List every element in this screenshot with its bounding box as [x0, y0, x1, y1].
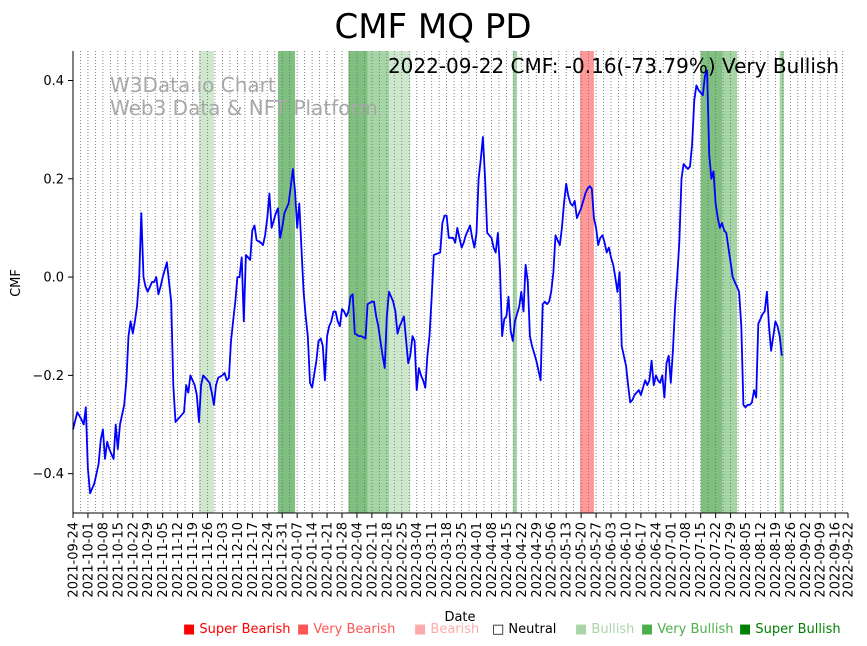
x-tick-label: 2022-04-08 [485, 522, 500, 598]
axes [72, 51, 848, 514]
x-tick-label: 2022-08-19 [769, 522, 784, 598]
x-tick-label: 2022-07-08 [679, 522, 694, 598]
x-tick-label: 2021-10-01 [81, 522, 96, 598]
x-tick-label: 2021-12-03 [216, 522, 231, 598]
legend-item: ■ Super Bearish [183, 622, 291, 637]
x-tick-label: 2022-07-01 [664, 522, 679, 598]
legend-item: ■ Very Bearish [297, 622, 395, 637]
y-axis-label: CMF [9, 269, 24, 297]
x-tick-label: 2022-02-18 [380, 522, 395, 598]
band-bearish [580, 51, 594, 513]
x-tick-label: 2022-08-26 [784, 522, 799, 598]
y-tick-label: 0.2 [43, 172, 64, 187]
legend-item: ■ Bearish [414, 622, 479, 637]
x-tick-label: 2021-12-24 [261, 522, 276, 598]
x-tick-label: 2022-01-07 [291, 522, 306, 598]
x-tick-label: 2021-10-08 [96, 522, 111, 598]
x-ticks: 2021-09-24 2021-10-01 2021-10-08 2021-10-15… [67, 513, 857, 598]
x-tick-label: 2022-06-03 [605, 522, 620, 598]
x-tick-label: 2021-09-24 [67, 522, 82, 598]
band-bullish [390, 51, 411, 513]
x-tick-label: 2022-05-27 [590, 522, 605, 598]
legend-item: ■ Super Bullish [739, 622, 841, 637]
x-tick-label: 2022-09-02 [799, 522, 814, 598]
x-tick-label: 2022-07-29 [724, 522, 739, 598]
x-tick-label: 2021-10-15 [111, 522, 126, 598]
x-tick-label: 2022-02-25 [395, 522, 410, 598]
x-tick-label: 2021-11-12 [171, 522, 186, 598]
x-tick-label: 2022-03-04 [410, 522, 425, 598]
x-tick-label: 2022-02-04 [351, 522, 366, 598]
x-tick-label: 2022-04-15 [500, 522, 515, 598]
x-tick-label: 2022-01-14 [306, 522, 321, 598]
watermark-line-2: Web3 Data & NFT Platform [110, 96, 378, 120]
band-very_bullish [277, 51, 296, 513]
x-tick-label: 2022-07-15 [694, 522, 709, 598]
legend-item: ■ Bullish [575, 622, 634, 637]
x-tick-label: 2022-08-05 [739, 522, 754, 598]
x-axis-label: Date [444, 610, 475, 625]
x-tick-label: 2022-05-13 [560, 522, 575, 598]
x-tick-label: 2021-10-22 [126, 522, 141, 598]
band-very_bullish [722, 51, 737, 513]
latest-value-annotation: 2022-09-22 CMF: -0.16(-73.79%) Very Bull… [388, 54, 839, 78]
watermark: W3Data.io Chart Web3 Data & NFT Platform [110, 73, 378, 120]
x-tick-label: 2022-01-21 [321, 522, 336, 598]
x-tick-label: 2021-11-26 [201, 522, 216, 598]
x-tick-label: 2022-03-25 [455, 522, 470, 598]
signal-bands [198, 51, 784, 513]
y-ticks: −0.4 −0.2 0.0 0.2 0.4 [32, 74, 73, 482]
x-tick-label: 2022-07-22 [709, 522, 724, 598]
x-tick-label: 2022-03-11 [425, 522, 440, 598]
cmf-series-line [72, 69, 783, 495]
x-tick-label: 2022-05-06 [545, 522, 560, 598]
x-tick-label: 2022-04-22 [515, 522, 530, 598]
x-tick-label: 2022-09-09 [814, 522, 829, 598]
x-tick-label: 2022-06-24 [649, 522, 664, 598]
x-tick-label: 2022-06-10 [620, 522, 635, 598]
band-bullish [198, 51, 214, 513]
x-tick-label: 2021-11-19 [186, 522, 201, 598]
x-tick-label: 2022-02-11 [365, 522, 380, 598]
chart-title: CMF MQ PD [334, 7, 531, 47]
legend: ■ Super Bearish ■ Very Bearish ■ Bearish □ … [183, 622, 841, 637]
y-tick-label: 0.4 [43, 74, 64, 89]
legend-item: □ Neutral [492, 622, 556, 637]
band-very_bullish [700, 51, 723, 513]
band-bullish [388, 51, 391, 513]
y-tick-label: −0.4 [32, 467, 64, 482]
band-very_bullish [348, 51, 368, 513]
band-very_bullish [512, 51, 518, 513]
x-tick-label: 2022-04-29 [530, 522, 545, 598]
x-tick-label: 2022-05-20 [575, 522, 590, 598]
x-tick-label: 2022-09-22 [842, 522, 857, 598]
x-tick-label: 2022-06-17 [634, 522, 649, 598]
x-tick-label: 2022-09-16 [829, 522, 844, 598]
x-tick-label: 2022-03-18 [440, 522, 455, 598]
band-bullish [779, 51, 784, 513]
x-tick-label: 2021-10-29 [141, 522, 156, 598]
y-tick-label: −0.2 [32, 369, 64, 384]
x-tick-label: 2021-12-31 [276, 522, 291, 598]
x-tick-label: 2021-12-10 [231, 522, 246, 598]
band-very_bullish [367, 51, 389, 513]
legend-item: ■ Very Bullish [641, 622, 733, 637]
watermark-line-1: W3Data.io Chart [110, 73, 276, 97]
x-tick-label: 2022-01-28 [336, 522, 351, 598]
y-tick-label: 0.0 [43, 271, 64, 286]
x-tick-label: 2021-11-05 [156, 522, 171, 598]
x-tick-label: 2022-08-12 [754, 522, 769, 598]
x-tick-label: 2022-04-01 [470, 522, 485, 598]
x-tick-label: 2021-12-17 [246, 522, 261, 598]
